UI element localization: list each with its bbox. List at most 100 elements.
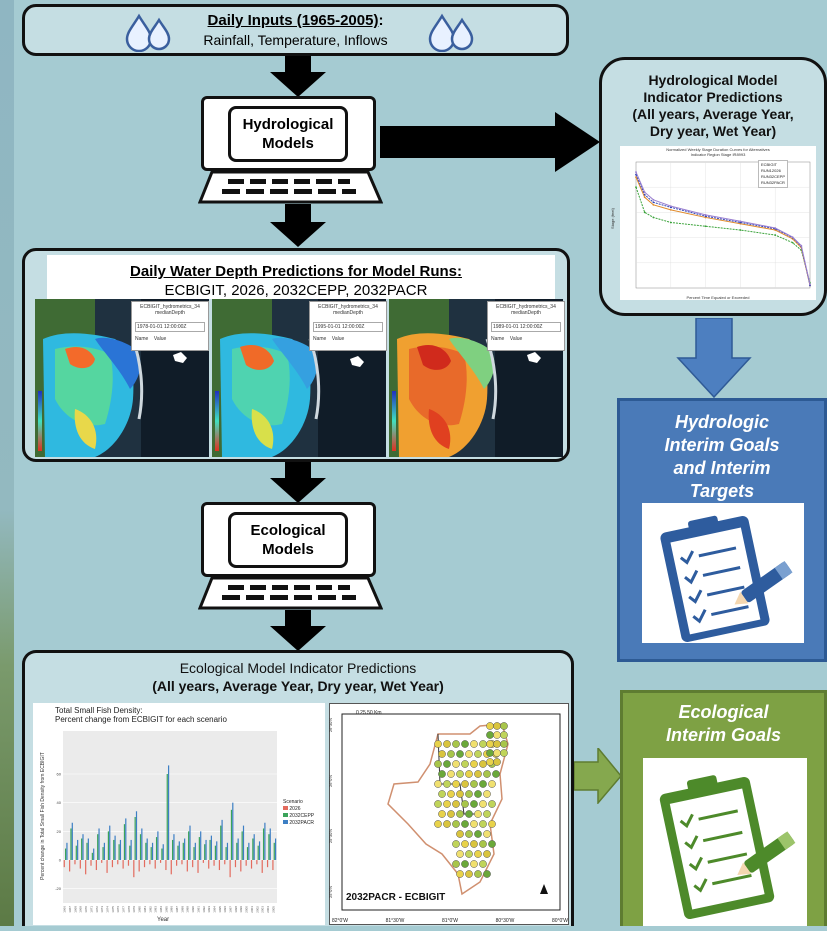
stage-point: [739, 229, 742, 231]
fish-legend-2026: 2026: [289, 806, 301, 812]
map-site-marker: [470, 860, 478, 868]
map-site-marker: [465, 750, 473, 758]
map-site-marker: [443, 800, 451, 808]
fish-bar-2026: [165, 860, 167, 871]
arrow-eco-to-indicator: [270, 610, 326, 651]
popup-date-select[interactable]: 1978-01-01 12:00:00Z: [135, 322, 205, 332]
fish-bar-2032pacr: [221, 819, 223, 860]
fish-bar-2032cepp: [220, 825, 222, 860]
fish-bar-2032cepp: [268, 834, 270, 860]
map-site-marker: [443, 780, 451, 788]
map-site-marker: [479, 840, 487, 848]
fish-bar-2032pacr: [194, 842, 196, 860]
arrow-inputs-to-hydro: [270, 56, 326, 97]
fish-bar-2032pacr: [109, 825, 111, 860]
fish-bar-2026: [154, 860, 156, 869]
fish-xtick-label: 2001: [250, 906, 254, 913]
fish-bar-2032cepp: [145, 842, 147, 860]
fish-legend-2032cepp: 2032CEPP: [289, 813, 315, 819]
hydro-goals-box: Hydrologic Interim Goals and Interim Tar…: [617, 398, 827, 662]
fish-bar-2032cepp: [182, 842, 184, 860]
map-site-marker: [493, 740, 501, 748]
fish-map-label: 2032PACR - ECBIGIT: [346, 892, 446, 903]
map-popup-2: ECBIGIT_hydrometrics_34 medianDepth 1995…: [309, 301, 387, 351]
fish-bar-2032cepp: [150, 847, 152, 860]
map-site-marker: [492, 770, 500, 778]
clipboard-checklist-icon: [660, 515, 793, 643]
fish-bar-2026: [79, 860, 81, 869]
popup-field-name: medianDepth: [511, 310, 541, 316]
map-site-marker: [479, 740, 487, 748]
stage-plot-frame: [635, 161, 811, 289]
stage-chart-subtitle: Indicator Region Stage IR8993: [690, 152, 746, 157]
fish-bar-2026: [197, 860, 199, 873]
fish-xtick-label: 1974: [105, 906, 109, 913]
fish-bar-2032cepp: [172, 839, 174, 860]
fish-bar-2032cepp: [113, 839, 115, 860]
stage-point: [739, 220, 742, 223]
map-site-marker: [470, 820, 478, 828]
hydro-indicator-line1: Hydrological Model: [648, 72, 778, 88]
fish-xtick-label: 1982: [148, 906, 152, 913]
popup-date-select[interactable]: 1995-01-01 12:00:00Z: [313, 322, 383, 332]
fish-xtick-label: 2003: [261, 906, 265, 913]
fish-bar-2032pacr: [93, 848, 95, 860]
fish-bar-2032pacr: [103, 842, 105, 860]
fish-bar-2032cepp: [118, 844, 120, 860]
fish-xtick-label: 2002: [255, 906, 259, 913]
eco-indicator-line2: (All years, Average Year, Dry year, Wet …: [152, 678, 444, 694]
fish-bar-2032cepp: [123, 824, 126, 860]
fish-bar-2032pacr: [226, 842, 229, 860]
water-depth-box: Daily Water Depth Predictions for Model …: [22, 248, 570, 462]
fish-xtick-label: 1987: [175, 906, 179, 913]
fish-map-lat-ticks: 26°30'N 26°0'N 25°30'N 25°0'N: [328, 718, 340, 898]
fish-bar-2032cepp: [214, 845, 217, 860]
fish-bar-2032cepp: [236, 842, 238, 860]
map-site-marker: [447, 750, 455, 758]
stage-point: [635, 176, 637, 179]
eco-model-line1: Ecological: [250, 522, 326, 539]
map-site-marker: [500, 740, 508, 748]
fish-bar-2032pacr: [242, 825, 245, 860]
map-site-marker: [447, 790, 455, 798]
fish-bar-2032pacr: [135, 811, 138, 860]
fish-chart-legend: Scenario 2026 2032CEPP 2032PACR: [283, 799, 314, 827]
fish-bar-2026: [224, 860, 226, 865]
stage-point: [643, 211, 646, 214]
stage-point: [652, 216, 655, 219]
fish-xtick-label: 1988: [180, 906, 184, 913]
fish-map-lon-ticks: 82°0'W 81°30'W 81°0'W 80°30'W 80°0'W: [332, 918, 568, 924]
fish-bar-2032pacr: [125, 818, 127, 860]
fish-bar-2026: [266, 860, 269, 868]
fish-bar-2032pacr: [114, 835, 116, 860]
stage-chart-legend: ECBIGIT RUN12026 RUN32CEPP RUN32PACR: [758, 160, 789, 188]
popup-date-select[interactable]: 1989-01-01 12:00:00Z: [491, 322, 561, 332]
stage-point: [774, 234, 777, 236]
fish-bar-2032cepp: [252, 838, 254, 860]
stage-series-line-ecbigit: [635, 187, 811, 284]
fish-bar-2026: [85, 860, 87, 875]
fish-bar-2026: [63, 860, 65, 868]
clipboard-checklist-icon: [659, 775, 796, 920]
popup-col-name: Name: [135, 336, 149, 342]
fish-xtick-label: 1993: [207, 906, 211, 913]
ecological-models-laptop: Ecological Models: [198, 502, 383, 610]
map-site-marker: [474, 830, 482, 838]
map-site-marker: [447, 810, 455, 818]
popup-layer-name: ECBIGIT_hydrometrics_34: [496, 304, 556, 310]
fish-xtick-label: 1978: [127, 906, 131, 913]
map-site-marker: [438, 750, 446, 758]
map-site-marker: [500, 749, 508, 757]
map-site-marker: [474, 790, 482, 798]
fish-bar-2032cepp: [193, 847, 195, 860]
fish-xtick-label: 1985: [164, 906, 168, 913]
stage-chart-ylabel: Stage (feet): [609, 208, 615, 229]
fish-bar-2032cepp: [198, 837, 200, 860]
stage-series-line-run32cepp: [635, 174, 811, 286]
map-site-marker: [470, 780, 478, 788]
stage-point: [704, 225, 707, 228]
eco-model-line2: Models: [262, 541, 314, 558]
fish-bar-2026: [186, 860, 188, 872]
map-site-marker: [465, 790, 473, 798]
fish-bar-2032cepp: [91, 852, 93, 860]
